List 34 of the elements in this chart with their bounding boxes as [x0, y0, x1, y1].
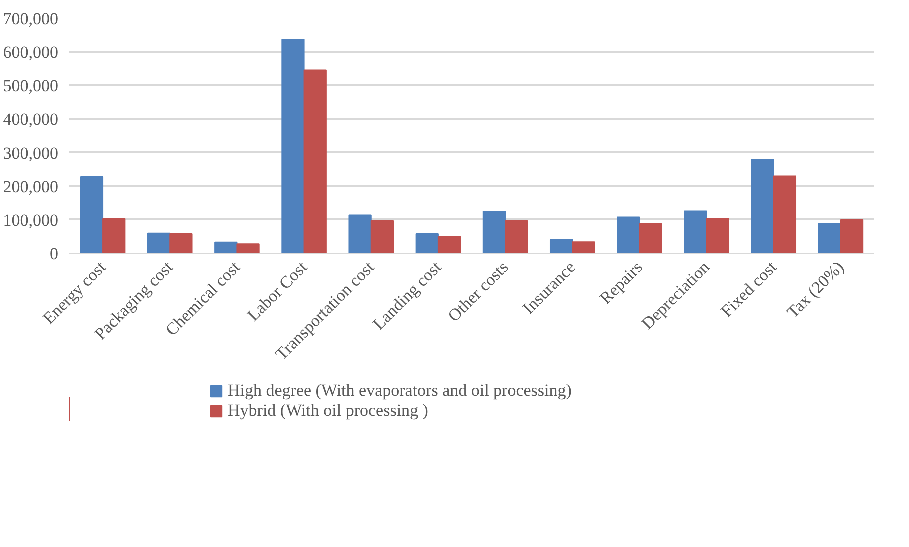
bar [684, 210, 708, 254]
bar [214, 242, 238, 254]
bar [282, 39, 305, 254]
bar [773, 176, 797, 254]
bar [304, 70, 327, 254]
y-tick-label: 600,000 [3, 43, 58, 62]
y-tick-label: 700,000 [3, 10, 58, 28]
bar [170, 234, 193, 254]
y-tick-label: 300,000 [3, 144, 58, 163]
bar [438, 236, 462, 254]
bar [416, 234, 439, 254]
bar [840, 219, 864, 254]
bar [348, 214, 372, 254]
y-tick-label: 500,000 [3, 76, 58, 96]
bar [639, 223, 662, 254]
bar [236, 244, 260, 254]
bar [102, 218, 126, 254]
legend-label: High degree (With evaporators and oil processing) [228, 381, 572, 401]
bar [550, 239, 574, 254]
y-tick-label: 400,000 [3, 110, 58, 130]
y-tick-label: 200,000 [3, 177, 58, 196]
bar [482, 211, 506, 254]
y-tick-label: 100,000 [3, 210, 58, 230]
bar [751, 159, 774, 254]
bar [147, 232, 171, 254]
bar [505, 220, 528, 254]
bar [617, 216, 640, 254]
bar [370, 220, 394, 254]
bar [80, 176, 104, 254]
bar [706, 218, 730, 254]
bar [818, 223, 842, 254]
bar [572, 242, 596, 254]
legend-label: Hybrid (With oil processing ) [228, 401, 428, 421]
y-tick-label: 0 [50, 244, 58, 264]
